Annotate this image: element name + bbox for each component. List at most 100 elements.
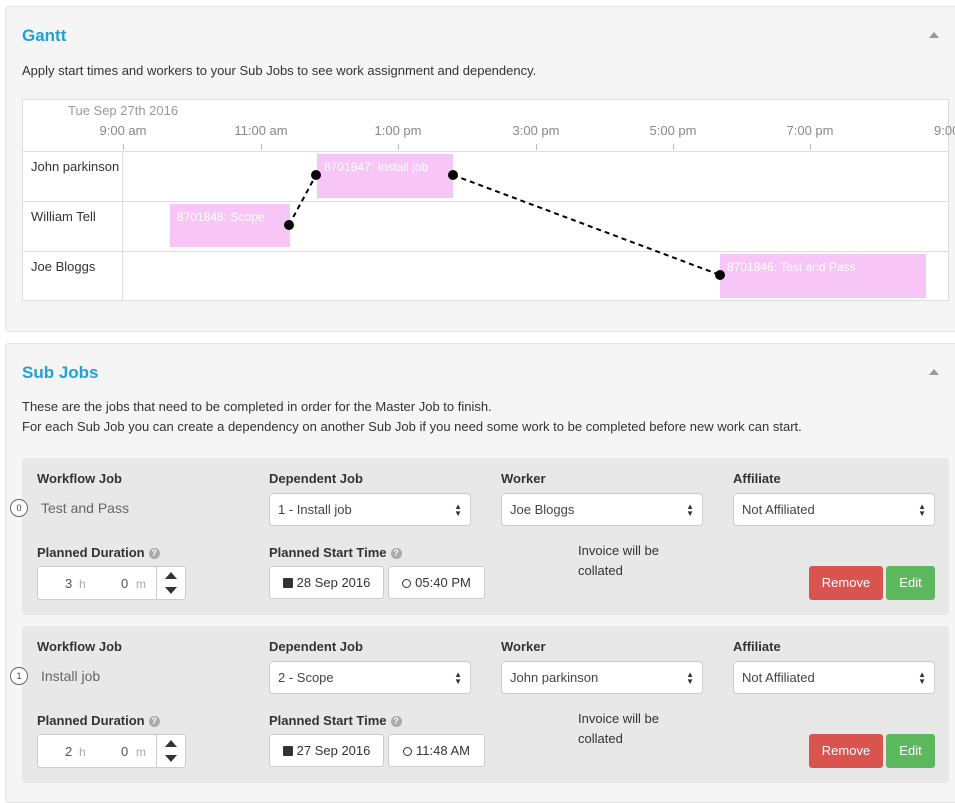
workflow-job-label: Workflow Job	[37, 471, 122, 486]
gantt-time-label: 3:00 pm	[512, 123, 560, 138]
select-arrows-icon: ▲ ▼	[686, 502, 694, 518]
gantt-time-label: 9:00 am	[99, 123, 147, 138]
start-time-input[interactable]: 05:40 PM	[388, 566, 485, 599]
dependency-dot	[284, 220, 294, 230]
start-date-value: 28 Sep 2016	[296, 575, 371, 590]
gantt-chart: Tue Sep 27th 2016 9:00 am 11:00 am 1:00 …	[22, 99, 955, 301]
chevron-up-icon[interactable]	[165, 740, 177, 747]
duration-minutes[interactable]: 0	[121, 576, 129, 591]
start-time-value: 05:40 PM	[415, 575, 471, 590]
gantt-tick	[673, 144, 674, 150]
planned-start-text: Planned Start Time	[269, 545, 387, 560]
gantt-row-name: Joe Bloggs	[31, 259, 96, 274]
dependency-dot	[448, 170, 458, 180]
help-icon[interactable]: ?	[390, 548, 402, 559]
duration-input[interactable]: 2 h 0 m	[37, 734, 186, 768]
planned-duration-text: Planned Duration	[37, 545, 145, 560]
subjob-card: Workflow Job Dependent Job Worker Affili…	[10, 458, 949, 615]
chevron-up-icon[interactable]	[165, 572, 177, 579]
hours-unit: h	[79, 577, 86, 591]
duration-hours[interactable]: 2	[65, 744, 73, 759]
dependency-dot	[715, 270, 725, 280]
start-time-input[interactable]: 11:48 AM	[388, 734, 485, 767]
subjobs-description-line-2: For each Sub Job you can create a depend…	[22, 419, 802, 434]
subjobs-panel: Sub Jobs These are the jobs that need to…	[5, 343, 955, 803]
gantt-date: Tue Sep 27th 2016	[68, 103, 179, 118]
worker-value: John parkinson	[510, 670, 599, 685]
calendar-icon	[282, 746, 293, 756]
duration-hours[interactable]: 3	[65, 576, 73, 591]
gantt-tick	[398, 144, 399, 150]
start-date-value: 27 Sep 2016	[296, 743, 371, 758]
calendar-icon	[282, 578, 293, 588]
gantt-row: William Tell	[23, 201, 948, 252]
gantt-bar-scope[interactable]: 8701848: Scope	[170, 204, 290, 247]
invoice-status: Invoice will be collated	[578, 711, 659, 746]
gantt-bar-test-and-pass[interactable]: 8701846: Test and Pass	[720, 254, 926, 298]
duration-input[interactable]: 3 h 0 m	[37, 566, 186, 600]
gantt-time-label: 7:00 pm	[786, 123, 834, 138]
affiliate-value: Not Affiliated	[742, 502, 815, 517]
edit-button[interactable]: Edit	[886, 734, 935, 768]
remove-button[interactable]: Remove	[809, 734, 883, 768]
dependent-job-select[interactable]: 2 - Scope ▲ ▼	[269, 661, 471, 694]
dependent-job-value: 2 - Scope	[278, 670, 334, 685]
chevron-down-icon[interactable]	[165, 755, 177, 762]
start-date-input[interactable]: 27 Sep 2016	[269, 734, 384, 767]
planned-start-label: Planned Start Time?	[269, 713, 402, 728]
gantt-time-label: 1:00 pm	[374, 123, 422, 138]
gantt-separator	[122, 151, 123, 300]
workflow-job-name: Install job	[41, 668, 101, 684]
collapse-subjobs-icon[interactable]	[929, 369, 939, 375]
affiliate-label: Affiliate	[733, 471, 781, 486]
gantt-description: Apply start times and workers to your Su…	[22, 63, 537, 78]
start-date-input[interactable]: 28 Sep 2016	[269, 566, 384, 599]
help-icon[interactable]: ?	[390, 716, 402, 727]
dependency-dot	[311, 170, 321, 180]
gantt-tick	[261, 144, 262, 150]
edit-button[interactable]: Edit	[886, 566, 935, 600]
affiliate-value: Not Affiliated	[742, 670, 815, 685]
affiliate-label: Affiliate	[733, 639, 781, 654]
subjobs-description: These are the jobs that need to be compl…	[22, 397, 802, 437]
workflow-job-label: Workflow Job	[37, 639, 122, 654]
clock-icon	[402, 579, 412, 588]
dependent-job-label: Dependent Job	[269, 471, 363, 486]
select-arrows-icon: ▲ ▼	[454, 502, 462, 518]
gantt-row-name: William Tell	[31, 209, 96, 224]
worker-select[interactable]: John parkinson ▲ ▼	[501, 661, 703, 694]
gantt-title: Gantt	[22, 26, 67, 45]
duration-stepper[interactable]	[156, 735, 185, 767]
workflow-job-name: Test and Pass	[41, 500, 129, 516]
affiliate-select[interactable]: Not Affiliated ▲ ▼	[733, 661, 935, 694]
subjobs-title: Sub Jobs	[22, 363, 99, 382]
subjobs-description-line-1: These are the jobs that need to be compl…	[22, 399, 492, 414]
duration-minutes[interactable]: 0	[121, 744, 129, 759]
dependency-line	[452, 174, 721, 276]
job-index-badge: 1	[10, 667, 28, 685]
worker-select[interactable]: Joe Bloggs ▲ ▼	[501, 493, 703, 526]
dependent-job-select[interactable]: 1 - Install job ▲ ▼	[269, 493, 471, 526]
minutes-unit: m	[136, 745, 146, 759]
worker-value: Joe Bloggs	[510, 502, 575, 517]
duration-stepper[interactable]	[156, 567, 185, 599]
gantt-tick	[810, 144, 811, 150]
chevron-down-icon[interactable]	[165, 587, 177, 594]
collapse-gantt-icon[interactable]	[929, 32, 939, 38]
gantt-bar-install-job[interactable]: 8701847: Install job	[317, 154, 453, 198]
help-icon[interactable]: ?	[148, 716, 160, 727]
clock-icon	[403, 747, 413, 756]
select-arrows-icon: ▲ ▼	[918, 502, 926, 518]
help-icon[interactable]: ?	[148, 548, 160, 559]
minutes-unit: m	[136, 577, 146, 591]
worker-label: Worker	[501, 471, 546, 486]
select-arrows-icon: ▲ ▼	[918, 670, 926, 686]
affiliate-select[interactable]: Not Affiliated ▲ ▼	[733, 493, 935, 526]
job-index-badge: 0	[10, 499, 28, 517]
gantt-panel: Gantt Apply start times and workers to y…	[5, 6, 955, 332]
worker-label: Worker	[501, 639, 546, 654]
remove-button[interactable]: Remove	[809, 566, 883, 600]
select-arrows-icon: ▲ ▼	[454, 670, 462, 686]
subjob-card: Workflow Job Dependent Job Worker Affili…	[10, 626, 949, 783]
gantt-dependency-links	[288, 174, 721, 276]
